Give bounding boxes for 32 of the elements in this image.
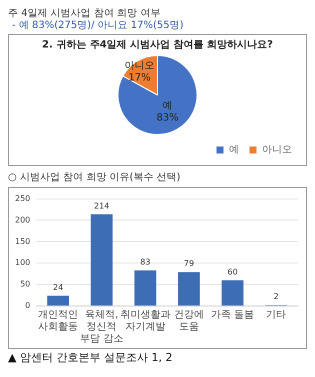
bar xyxy=(90,214,113,306)
bar xyxy=(222,280,244,306)
y-tick-label: 0 xyxy=(25,301,30,310)
data-label: 79 xyxy=(184,259,194,268)
bar xyxy=(47,296,69,306)
text: ○ 시범사업 참여 희망 이유(복수 선택) xyxy=(8,172,182,184)
data-label: 60 xyxy=(227,267,238,276)
x-tick-label: 개인적인 사회활동 xyxy=(38,310,78,333)
text: ▲ 암센터 간호본부 설문조사 1, 2 xyxy=(8,351,174,364)
x-tick-label: 취미생활과 자기계발 xyxy=(120,310,170,333)
bar xyxy=(134,270,156,306)
data-label: 83 xyxy=(140,257,150,266)
y-tick-label: 250 xyxy=(14,194,30,203)
text: 주 4일제 시범사업 참여 희망 여부 xyxy=(8,8,162,20)
data-label: 17% xyxy=(128,72,151,84)
slice-label: 예 xyxy=(162,100,173,112)
x-tick-label: 가족 돌봄 xyxy=(210,310,254,321)
x-tick-label: 기타 xyxy=(266,310,286,321)
legend-label: 예 xyxy=(229,144,239,156)
y-tick-label: 50 xyxy=(20,280,30,289)
chart-title: 2. 귀하는 주4일제 시범사업 참여를 희망하시나요? xyxy=(42,40,274,51)
y-tick-label: 150 xyxy=(14,236,30,246)
legend-label: 아니오 xyxy=(262,144,292,156)
y-tick-label: 100 xyxy=(14,258,30,268)
x-tick-label: 건강에 도움 xyxy=(174,310,204,333)
data-label: 2 xyxy=(274,292,279,302)
bar xyxy=(178,272,200,306)
data-label: 24 xyxy=(52,282,64,292)
data-label: 83% xyxy=(156,112,179,124)
y-tick-label: 200 xyxy=(14,215,30,224)
text: - 예 83%(275명)/ 아니요 17%(55명) xyxy=(11,20,185,32)
data-label: 214 xyxy=(94,201,110,210)
